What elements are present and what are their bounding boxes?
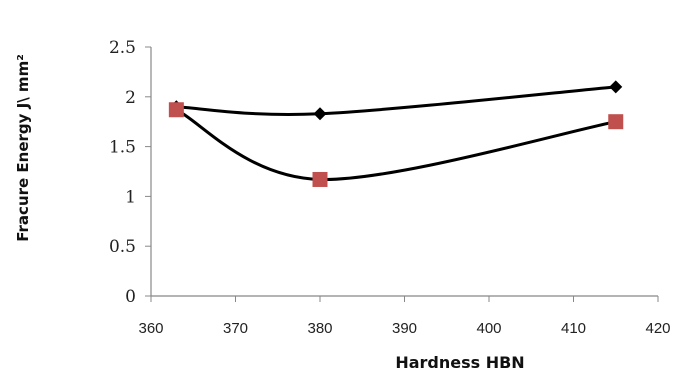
y-tick-label: 1	[125, 187, 136, 207]
x-tick-label: 420	[645, 320, 670, 337]
x-tick-label: 400	[476, 320, 501, 337]
y-tick-label: 0.5	[109, 237, 136, 257]
x-tick-label: 360	[138, 320, 163, 337]
y-tick-label: 0	[125, 287, 136, 307]
series-2-point	[168, 102, 184, 118]
y-ticks: 0 0.5 1 1.5 2 2.5	[109, 38, 151, 307]
x-tick-label: 390	[392, 320, 417, 337]
series-2-point	[312, 171, 328, 187]
y-tick-label: 1.5	[109, 138, 136, 158]
series-lines	[175, 85, 617, 181]
x-tick-label: 410	[561, 320, 586, 337]
series-1-line	[176, 85, 616, 116]
series-2-line	[175, 108, 617, 181]
x-ticks: 360 370 380 390 400 410 420	[138, 296, 671, 337]
y-tick-label: 2	[125, 88, 136, 108]
x-tick-label: 370	[223, 320, 248, 337]
x-axis-label: Hardness HBN	[395, 353, 524, 372]
series-markers	[168, 80, 624, 187]
series-1-point	[609, 80, 623, 94]
y-tick-label: 2.5	[109, 38, 136, 58]
y-axis-label: Fracure Energy J\ mm²	[14, 54, 32, 242]
series-2-point	[608, 114, 624, 130]
series-1-point	[313, 107, 327, 121]
x-tick-label: 380	[307, 320, 332, 337]
